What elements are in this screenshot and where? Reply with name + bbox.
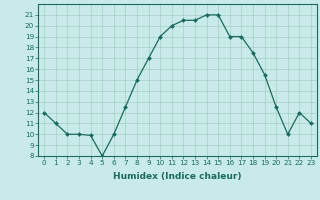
X-axis label: Humidex (Indice chaleur): Humidex (Indice chaleur) xyxy=(113,172,242,181)
